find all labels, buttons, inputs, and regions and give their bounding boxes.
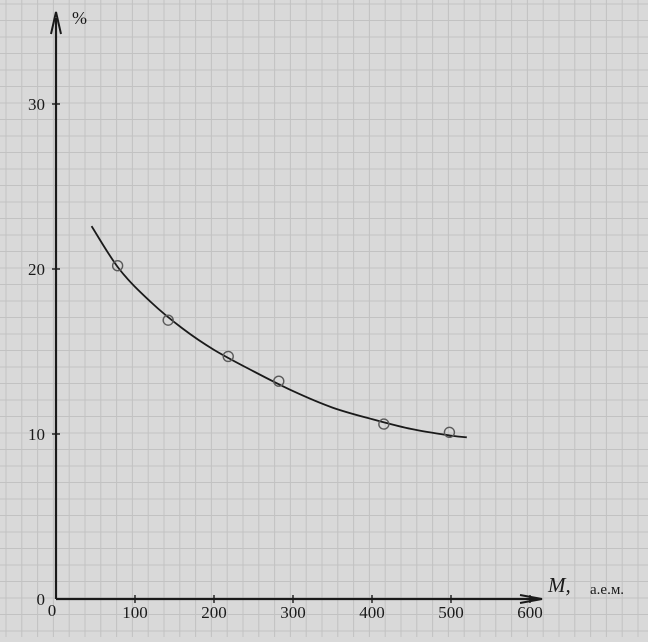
x-tick-label: 200 xyxy=(201,603,227,622)
x-tick-label: 400 xyxy=(359,603,385,622)
data-point xyxy=(443,426,456,439)
x-axis-unit: а.е.м. xyxy=(590,582,624,598)
x-tick-label: 100 xyxy=(122,603,148,622)
axes xyxy=(50,11,543,604)
y-axis-title: % xyxy=(72,8,87,28)
ticks: 0 100 200 300 400 500 600 0 10 20 30 xyxy=(28,95,543,622)
y-axis-arrow xyxy=(50,11,62,35)
data-point xyxy=(378,418,390,430)
x-tick-label: 0 xyxy=(48,601,57,620)
data-point xyxy=(111,260,124,272)
x-axis-arrow xyxy=(519,594,543,604)
y-tick-label: 20 xyxy=(28,260,45,279)
x-axis-title: M, xyxy=(547,573,571,597)
x-tick-label: 600 xyxy=(517,603,543,622)
axis-titles: % M, а.е.м. xyxy=(72,8,624,598)
data-points xyxy=(111,260,456,439)
data-point xyxy=(222,350,234,363)
y-tick-label: 30 xyxy=(28,95,45,114)
y-tick-label: 10 xyxy=(28,425,45,444)
data-point xyxy=(162,314,174,326)
y-tick-label: 0 xyxy=(37,590,46,609)
x-tick-label: 300 xyxy=(280,603,306,622)
x-tick-label: 500 xyxy=(438,603,464,622)
data-point xyxy=(273,375,285,387)
